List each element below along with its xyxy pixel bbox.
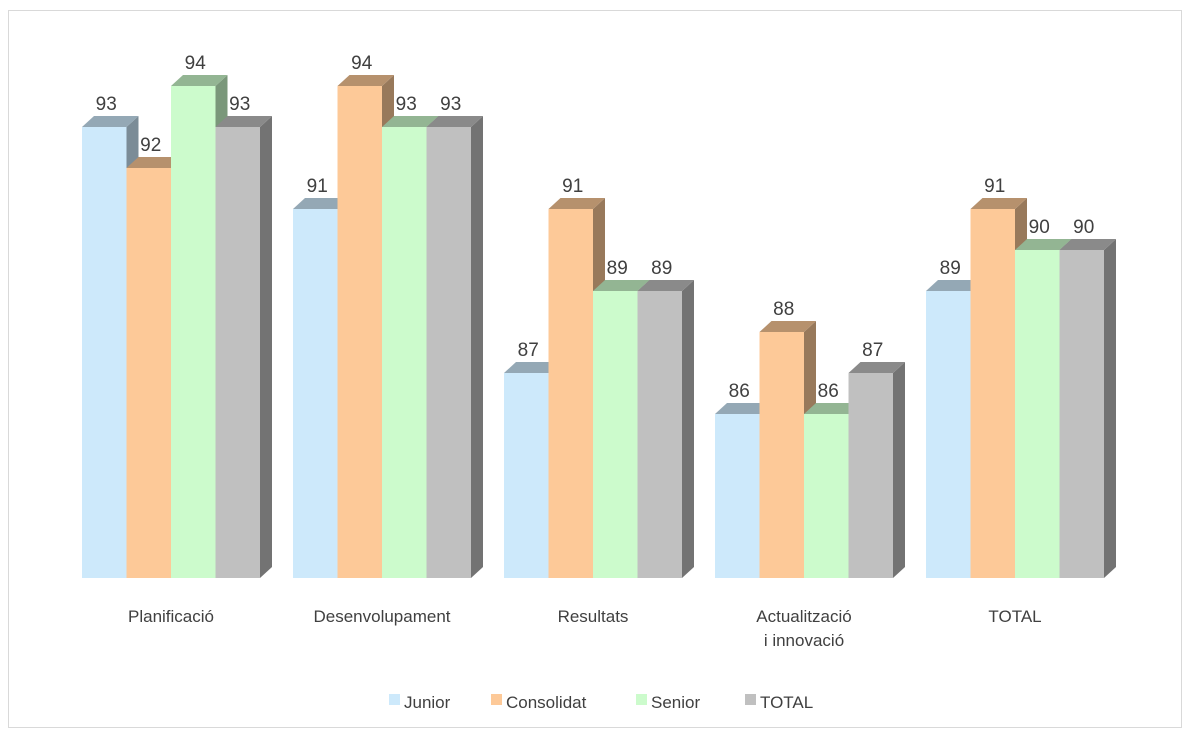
data-label-resultats-junior: 87 xyxy=(518,340,539,361)
bar-desenvolupament-total xyxy=(426,116,483,578)
data-label-total-junior: 89 xyxy=(940,258,961,279)
legend-swatch-consolidat xyxy=(491,694,502,705)
data-labels-layer: 93 92 94 93 91 94 93 93 87 91 89 89 86 88 86 87 89 91 90 90 xyxy=(96,53,1095,402)
bars-layer xyxy=(82,75,1116,578)
data-label-planificacio-junior: 93 xyxy=(96,94,117,115)
data-label-total-consolidat: 91 xyxy=(984,176,1005,197)
data-label-desenvolupament-junior: 91 xyxy=(307,176,328,197)
legend-label-consolidat: Consolidat xyxy=(506,693,587,712)
data-label-desenvolupament-total: 93 xyxy=(440,94,461,115)
category-label-resultats: Resultats xyxy=(558,607,629,626)
category-labels-layer: Planificació Desenvolupament Resultats Actu… xyxy=(128,607,1042,650)
data-label-planificacio-total: 93 xyxy=(229,94,250,115)
category-label-actualitzacio-i-innovacio: Actualització i innovació xyxy=(756,607,851,650)
data-label-actualitzacio-i-innovacio-junior: 86 xyxy=(729,381,750,402)
category-label-desenvolupament: Desenvolupament xyxy=(313,607,450,626)
legend-swatch-total xyxy=(745,694,756,705)
data-label-actualitzacio-i-innovacio-senior: 86 xyxy=(818,381,839,402)
bar-planificacio-total xyxy=(215,116,272,578)
data-label-actualitzacio-i-innovacio-total: 87 xyxy=(862,340,883,361)
legend-item-junior: Junior xyxy=(389,693,451,712)
legend-swatch-junior xyxy=(389,694,400,705)
legend-swatch-senior xyxy=(636,694,647,705)
data-label-actualitzacio-i-innovacio-consolidat: 88 xyxy=(773,299,794,320)
category-label-total: TOTAL xyxy=(988,607,1041,626)
bar-total-total xyxy=(1059,239,1116,578)
legend-item-senior: Senior xyxy=(636,693,700,712)
legend-label-senior: Senior xyxy=(651,693,700,712)
data-label-total-senior: 90 xyxy=(1029,217,1050,238)
data-label-resultats-total: 89 xyxy=(651,258,672,279)
data-label-planificacio-senior: 94 xyxy=(185,53,207,74)
data-label-desenvolupament-senior: 93 xyxy=(396,94,417,115)
legend-label-total: TOTAL xyxy=(760,693,813,712)
legend: Junior Consolidat Senior TOTAL xyxy=(389,693,813,712)
data-label-resultats-senior: 89 xyxy=(607,258,628,279)
bar-actualitzacio-i-innovacio-total xyxy=(848,362,905,578)
legend-item-total: TOTAL xyxy=(745,693,813,712)
data-label-planificacio-consolidat: 92 xyxy=(140,135,161,156)
legend-item-consolidat: Consolidat xyxy=(491,693,587,712)
bar-resultats-total xyxy=(637,280,694,578)
data-label-total-total: 90 xyxy=(1073,217,1094,238)
data-label-resultats-consolidat: 91 xyxy=(562,176,583,197)
category-label-planificacio: Planificació xyxy=(128,607,214,626)
legend-label-junior: Junior xyxy=(404,693,451,712)
bar-actualitzacio-i-innovacio-junior xyxy=(715,403,772,578)
data-label-desenvolupament-consolidat: 94 xyxy=(351,53,373,74)
